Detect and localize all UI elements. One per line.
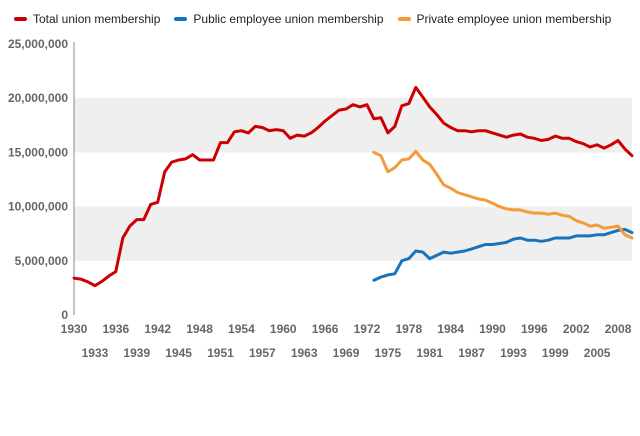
x-tick-label: 1990 bbox=[479, 322, 506, 336]
y-tick-label: 15,000,000 bbox=[8, 145, 68, 159]
y-tick-label: 5,000,000 bbox=[15, 254, 69, 268]
x-tick-label: 1996 bbox=[521, 322, 548, 336]
grid-band bbox=[74, 206, 632, 261]
x-tick-label: 1978 bbox=[395, 322, 422, 336]
y-tick-label: 25,000,000 bbox=[8, 37, 68, 51]
legend-swatch-private bbox=[397, 17, 411, 21]
legend-label-total: Total union membership bbox=[33, 12, 161, 26]
series-line-0 bbox=[72, 85, 634, 288]
y-tick-label: 20,000,000 bbox=[8, 91, 68, 105]
legend-swatch-total bbox=[14, 17, 27, 21]
x-tick-label: 1954 bbox=[228, 322, 255, 336]
x-tick-label: 1951 bbox=[207, 346, 234, 360]
x-tick-label: 1993 bbox=[500, 346, 527, 360]
legend-item-public: Public employee union membership bbox=[174, 12, 384, 26]
x-tick-label: 1984 bbox=[437, 322, 464, 336]
legend-swatch-public bbox=[174, 17, 188, 21]
x-tick-label: 1948 bbox=[186, 322, 213, 336]
x-tick-label: 1969 bbox=[333, 346, 360, 360]
x-tick-label: 1999 bbox=[542, 346, 569, 360]
legend-label-public: Public employee union membership bbox=[193, 12, 384, 26]
x-tick-label: 1939 bbox=[123, 346, 150, 360]
x-tick-label: 1936 bbox=[102, 322, 129, 336]
x-tick-label: 1972 bbox=[354, 322, 381, 336]
x-tick-label: 1966 bbox=[312, 322, 339, 336]
x-tick-label: 1981 bbox=[416, 346, 443, 360]
x-tick-label: 1987 bbox=[458, 346, 485, 360]
grid-band bbox=[74, 98, 632, 153]
legend-item-total: Total union membership bbox=[14, 12, 160, 26]
x-tick-label: 2002 bbox=[563, 322, 590, 336]
x-tick-label: 2008 bbox=[605, 322, 632, 336]
series-line-1 bbox=[372, 227, 634, 282]
y-tick-label: 10,000,000 bbox=[8, 200, 68, 214]
x-tick-label: 1930 bbox=[61, 322, 88, 336]
y-tick-label: 0 bbox=[61, 308, 68, 322]
legend-label-private: Private employee union membership bbox=[416, 12, 612, 26]
x-tick-label: 1945 bbox=[165, 346, 192, 360]
legend: Total union membership Public employee u… bbox=[0, 8, 611, 30]
x-tick-label: 1975 bbox=[375, 346, 402, 360]
x-tick-label: 1933 bbox=[82, 346, 109, 360]
x-tick-label: 1942 bbox=[144, 322, 171, 336]
x-tick-label: 1960 bbox=[270, 322, 297, 336]
x-tick-label: 2005 bbox=[584, 346, 611, 360]
x-tick-label: 1957 bbox=[249, 346, 276, 360]
x-tick-label: 1963 bbox=[291, 346, 318, 360]
legend-item-private: Private employee union membership bbox=[397, 12, 612, 26]
series-line-2 bbox=[372, 149, 634, 240]
